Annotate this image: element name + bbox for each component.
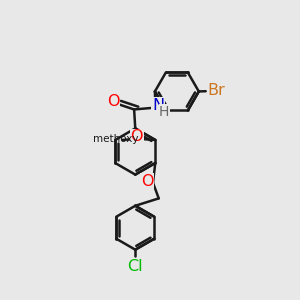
Text: methoxy: methoxy xyxy=(93,134,139,145)
Text: H: H xyxy=(159,105,169,119)
Text: Cl: Cl xyxy=(128,259,143,274)
Text: Br: Br xyxy=(208,83,225,98)
Text: O: O xyxy=(141,174,153,189)
Text: N: N xyxy=(152,98,164,113)
Text: O: O xyxy=(130,129,143,144)
Text: O: O xyxy=(107,94,120,109)
